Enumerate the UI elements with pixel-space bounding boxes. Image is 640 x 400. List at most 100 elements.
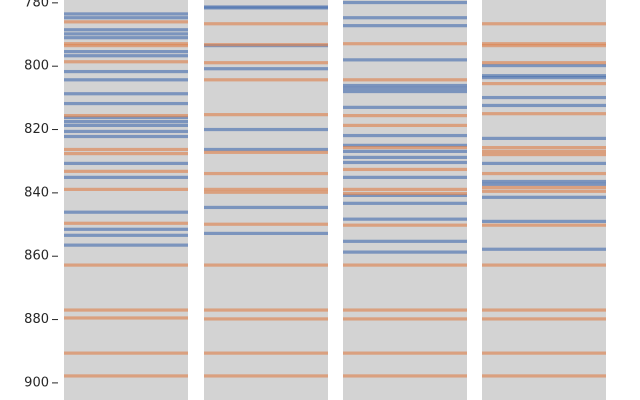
event-line [64,152,188,156]
event-line [64,50,188,54]
panel-background [204,0,328,400]
event-line [482,63,606,68]
event-line [343,374,467,378]
event-line [64,351,188,355]
event-line [64,78,188,82]
panel-background [482,0,606,400]
event-line [64,42,188,46]
event-line [64,36,188,40]
event-line [343,86,467,90]
event-line [343,217,467,221]
event-line [482,351,606,355]
event-line [204,43,328,47]
event-line [204,150,328,154]
event-line [482,189,606,193]
event-line [64,54,188,58]
event-line [343,16,467,20]
event-line [343,155,467,160]
event-line [204,205,328,210]
event-line [343,187,467,191]
event-line [343,145,467,150]
event-line [343,89,467,94]
y-tick-label: 860 [24,249,49,264]
panel-background [64,0,188,400]
panel-background [343,0,467,400]
y-tick-label: 800 [24,59,49,74]
event-line [64,123,188,128]
event-line [343,78,467,82]
event-line [482,152,606,157]
event-line [64,233,188,237]
event-line [204,222,328,226]
event-line [482,103,606,108]
event-line [64,175,188,179]
event-line [482,182,606,186]
event-line [64,28,188,32]
event-line [64,227,188,231]
event-line [204,127,328,132]
y-tick-label: 820 [24,122,49,137]
event-line [482,145,606,150]
event-line [64,134,188,139]
event-line [343,193,467,198]
event-line [343,191,467,196]
event-line [64,113,188,118]
y-tick-label: 780 [24,0,49,10]
event-line [204,22,328,26]
event-line [64,161,188,166]
event-line [343,223,467,227]
event-line [64,316,188,320]
event-line [482,161,606,166]
event-line [204,61,328,65]
event-line [204,190,328,194]
event-line [64,169,188,173]
event-line [482,317,606,321]
event-line [204,351,328,355]
event-line [343,83,467,88]
event-line [64,92,188,96]
event-line [64,243,188,247]
event-line [343,160,467,165]
event-line [64,120,188,124]
event-line [343,123,467,128]
event-line [204,317,328,321]
event-line [482,112,606,116]
event-line [482,374,606,378]
event-line [343,308,467,312]
event-line [204,187,328,191]
event-line [343,201,467,205]
event-line [343,239,467,243]
event-line [64,32,188,36]
event-line [482,223,606,227]
y-tick-label: 900 [24,375,49,390]
event-line [204,6,328,10]
event-line [482,179,606,184]
event-line [64,221,188,225]
event-line [64,263,188,267]
event-line [482,61,606,65]
event-line [343,143,467,147]
event-line [343,113,467,118]
event-line [482,44,606,48]
event-line [343,149,467,153]
event-line [482,247,606,251]
event-line [64,129,188,134]
event-line [64,187,188,191]
event-line [204,78,328,82]
event-line [343,105,467,109]
event-line [343,250,467,254]
event-line [64,44,188,48]
event-line [64,20,188,24]
event-line [343,167,467,172]
event-line [482,82,606,86]
event-line [343,24,467,28]
event-line [204,374,328,378]
event-line [343,317,467,321]
event-line [482,42,606,46]
event-line [482,149,606,153]
event-line [204,67,328,71]
event-line [64,60,188,64]
event-line [482,22,606,26]
event-line [343,133,467,138]
